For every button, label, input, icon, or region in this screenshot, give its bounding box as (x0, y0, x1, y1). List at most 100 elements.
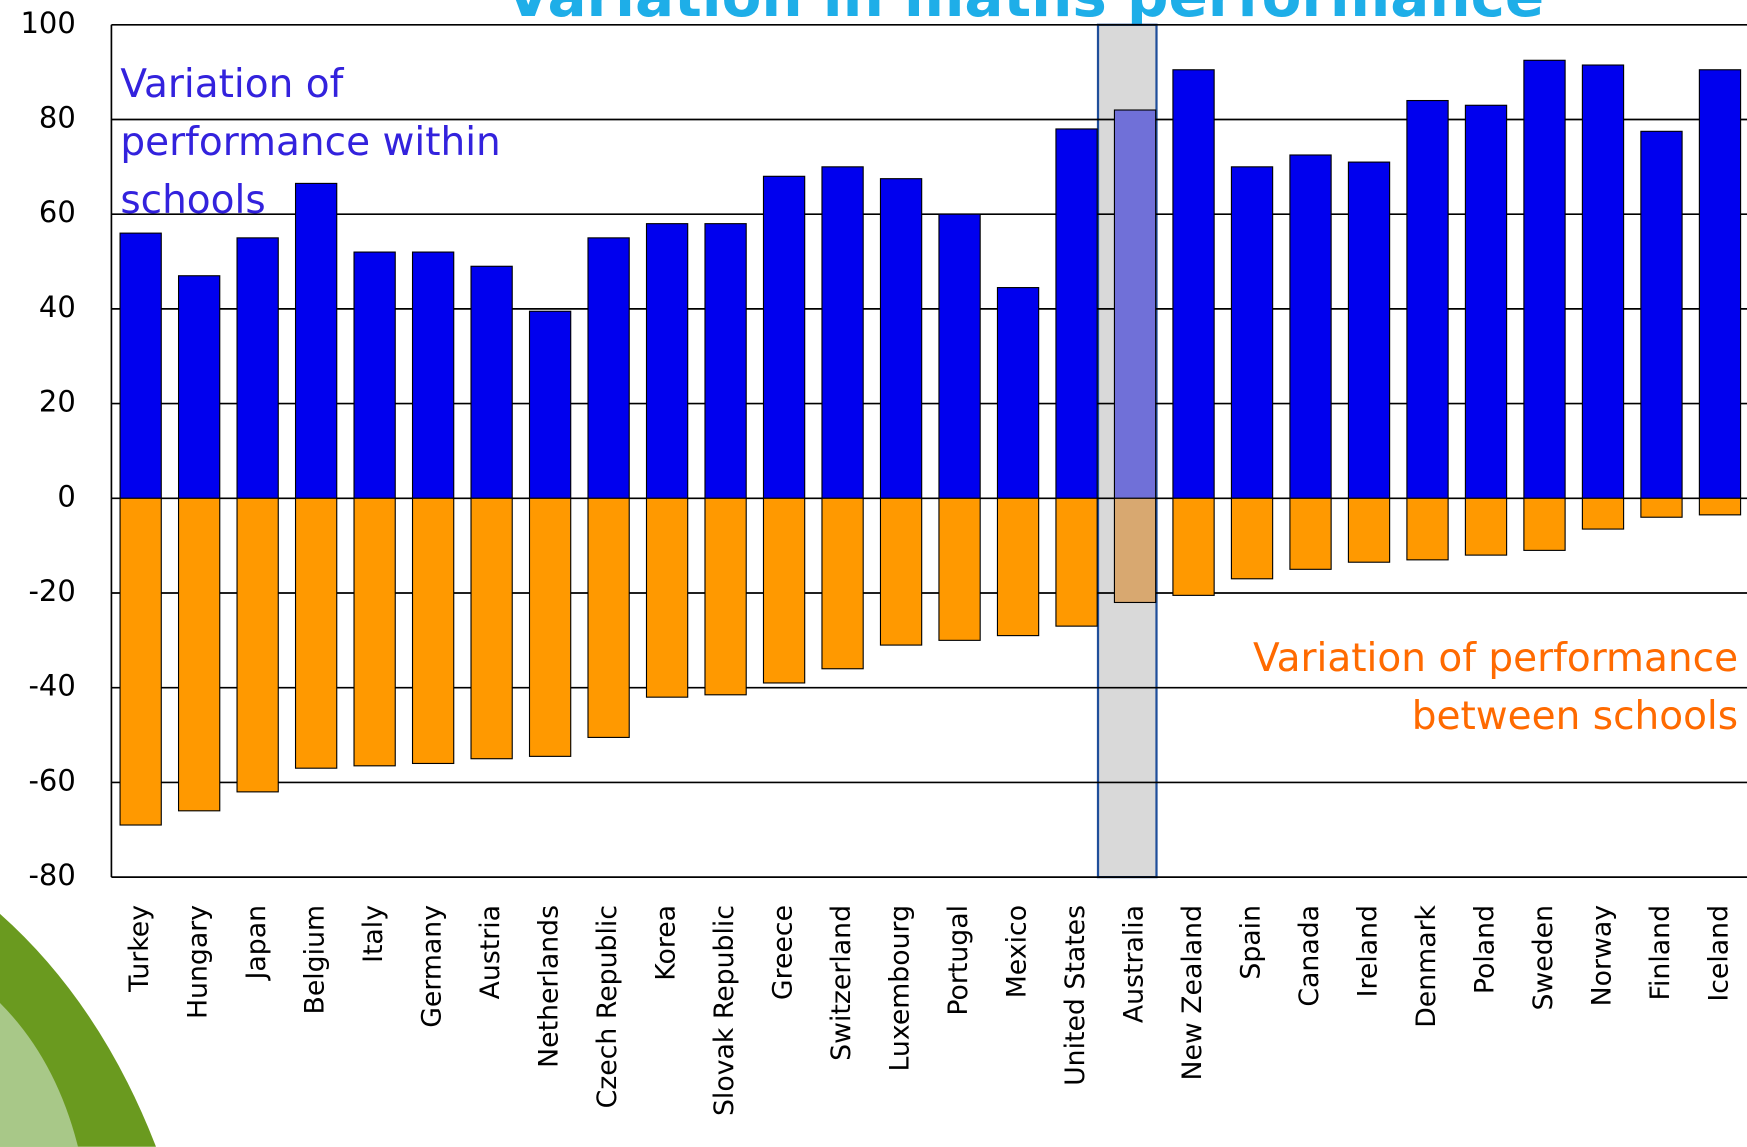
x-tick-label: Turkey (124, 905, 155, 993)
x-tick-label: Denmark (1411, 904, 1442, 1027)
y-tick-label: -20 (28, 574, 75, 608)
x-tick-label: Slovak Republic (709, 905, 740, 1116)
bar (996, 497, 1040, 637)
x-tick-label: Italy (358, 905, 389, 963)
y-tick-label: 20 (39, 385, 76, 419)
bar (1347, 497, 1391, 563)
bar (938, 497, 981, 641)
bar (1113, 109, 1157, 499)
bar (294, 497, 338, 769)
bar (938, 213, 981, 499)
y-tick-label: 0 (57, 479, 75, 513)
y-tick-label: 60 (39, 195, 76, 229)
bar (1172, 69, 1215, 499)
bar (1464, 104, 1508, 499)
x-tick-label: Sweden (1528, 905, 1559, 1011)
bar (470, 265, 513, 499)
bar (821, 497, 864, 670)
bar (1113, 497, 1157, 604)
bar (704, 223, 747, 499)
bar (1347, 161, 1391, 499)
bar (411, 251, 455, 499)
bar (294, 182, 338, 499)
x-tick-label: Switzerland (826, 905, 857, 1061)
x-tick-label: United States (1060, 905, 1091, 1086)
bar (1289, 497, 1332, 570)
annotation-text: Variation of performance within schools (120, 62, 501, 224)
bar (470, 497, 513, 760)
bar (1581, 64, 1625, 499)
bar (1581, 497, 1625, 530)
y-tick-label: 100 (20, 6, 75, 40)
bar (1230, 166, 1274, 499)
y-tick-label: 40 (39, 290, 76, 324)
bar (353, 251, 396, 499)
bar (1289, 154, 1332, 499)
bar (1523, 497, 1566, 551)
annotation: Variation of performance between schools (1252, 636, 1739, 739)
bar (1698, 69, 1742, 499)
annotation: Variation of performance within schools (120, 62, 501, 224)
bar (1406, 99, 1449, 499)
decoration (0, 1003, 78, 1147)
bar (821, 166, 864, 499)
bar (236, 497, 279, 793)
bar (1698, 497, 1742, 516)
bar (762, 497, 806, 684)
bar (587, 237, 630, 499)
bar (236, 237, 279, 499)
bar (528, 497, 572, 757)
x-tick-label: Japan (241, 905, 272, 982)
bar (1055, 497, 1098, 627)
x-tick-label: Australia (1119, 905, 1150, 1023)
bar (353, 497, 396, 767)
bar (645, 223, 689, 499)
bar (1172, 497, 1215, 596)
bar (879, 178, 923, 499)
bar (704, 497, 747, 696)
x-tick-label: Netherlands (534, 905, 565, 1068)
bar (177, 497, 221, 812)
bar (119, 232, 162, 499)
bar (587, 497, 630, 738)
bar (762, 175, 806, 499)
x-tick-label: Spain (1236, 905, 1267, 980)
annotation-text: Variation of performance between schools (1252, 636, 1739, 739)
y-tick-label: -80 (28, 858, 75, 892)
bar (177, 275, 221, 499)
x-tick-label: Poland (1470, 905, 1501, 994)
x-tick-label: Belgium (300, 905, 331, 1015)
bar (645, 497, 689, 698)
x-tick-label: Czech Republic (592, 905, 623, 1108)
bar (1406, 497, 1449, 561)
x-tick-label: Ireland (1353, 905, 1384, 997)
x-tick-label: Luxembourg (885, 905, 916, 1072)
x-tick-label: Portugal (943, 905, 974, 1016)
x-tick-label: New Zealand (1177, 905, 1208, 1081)
x-tick-label: Canada (1294, 905, 1325, 1007)
x-tick-label: Finland (1645, 905, 1676, 1000)
x-tick-label: Iceland (1703, 905, 1734, 1002)
x-tick-label: Austria (475, 905, 506, 999)
x-tick-label: Greece (768, 905, 799, 1000)
x-tick-label: Norway (1586, 905, 1617, 1007)
x-tick-label: Hungary (183, 905, 214, 1019)
x-tick-label: Germany (417, 905, 448, 1028)
bar (1523, 59, 1566, 499)
bar (879, 497, 923, 646)
bar (411, 497, 455, 765)
y-tick-label: -40 (28, 669, 75, 703)
y-tick-label: 80 (39, 100, 76, 134)
bar (528, 310, 572, 499)
bar (1055, 128, 1098, 499)
x-tick-label: Korea (651, 905, 682, 981)
x-tick-label: Mexico (1002, 905, 1033, 998)
bar (119, 497, 162, 826)
y-tick-label: -60 (28, 763, 75, 797)
bar (1230, 497, 1274, 580)
bar (1640, 130, 1683, 499)
bar (996, 287, 1040, 499)
bar (1640, 497, 1683, 518)
bar (1464, 497, 1508, 556)
